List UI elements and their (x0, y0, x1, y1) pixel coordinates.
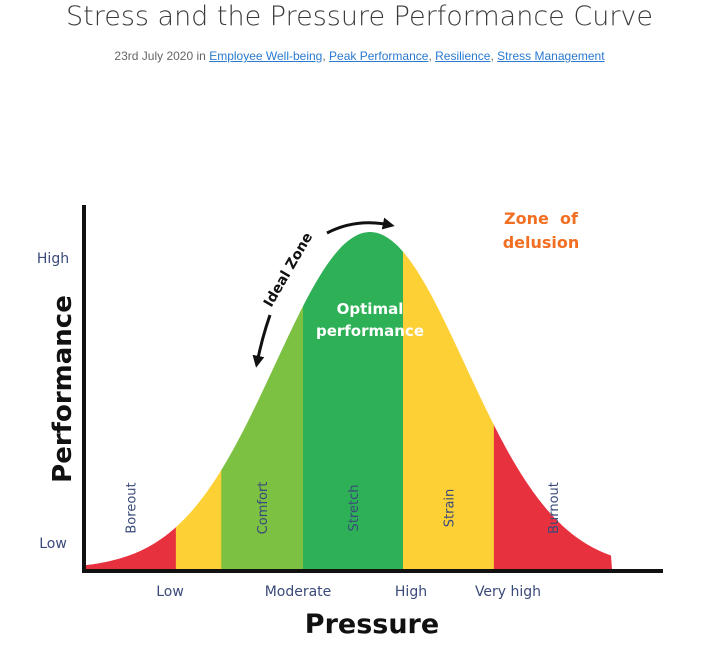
post-in-word: in (196, 49, 206, 63)
zone-area-transition-1 (175, 232, 222, 569)
post-meta: 23rd July 2020 in Employee Well-being, P… (0, 49, 719, 63)
zone-of-delusion-line1: Zone of (504, 209, 579, 228)
x-axis-label: Pressure (305, 609, 439, 640)
x-tick-high: High (395, 584, 427, 600)
optimal-performance-label-line2: performance (316, 322, 424, 340)
category-link-stress-management[interactable]: Stress Management (497, 49, 605, 63)
category-link-employee-well-being[interactable]: Employee Well-being (209, 49, 323, 63)
category-link-peak-performance[interactable]: Peak Performance (329, 49, 429, 63)
category-separator: , (490, 49, 494, 63)
category-separator: , (428, 49, 432, 63)
x-tick-moderate: Moderate (265, 584, 332, 600)
category-link-resilience[interactable]: Resilience (435, 49, 491, 63)
zone-label-comfort: Comfort (256, 482, 271, 535)
post-title: Stress and the Pressure Performance Curv… (65, 1, 654, 32)
post-date: 23rd July 2020 (114, 49, 194, 63)
y-tick-low: Low (39, 536, 67, 552)
peak-curved-arrow (326, 217, 395, 235)
ideal-zone-down-arrow (252, 314, 272, 368)
zone-label-burnout: Burnout (547, 482, 562, 534)
category-separator: , (322, 49, 326, 63)
x-tick-very-high: Very high (475, 584, 541, 600)
zone-of-delusion-line2: delusion (503, 233, 580, 252)
zone-area-stretch (303, 232, 404, 569)
y-axis-label: Performance (48, 295, 78, 483)
x-tick-low: Low (156, 584, 184, 600)
zone-label-stretch: Stretch (347, 485, 362, 532)
zone-label-boreout: Boreout (124, 482, 139, 533)
zone-label-strain: Strain (442, 489, 457, 528)
y-tick-high: High (37, 251, 69, 267)
optimal-performance-label-line1: Optimal (337, 300, 404, 318)
